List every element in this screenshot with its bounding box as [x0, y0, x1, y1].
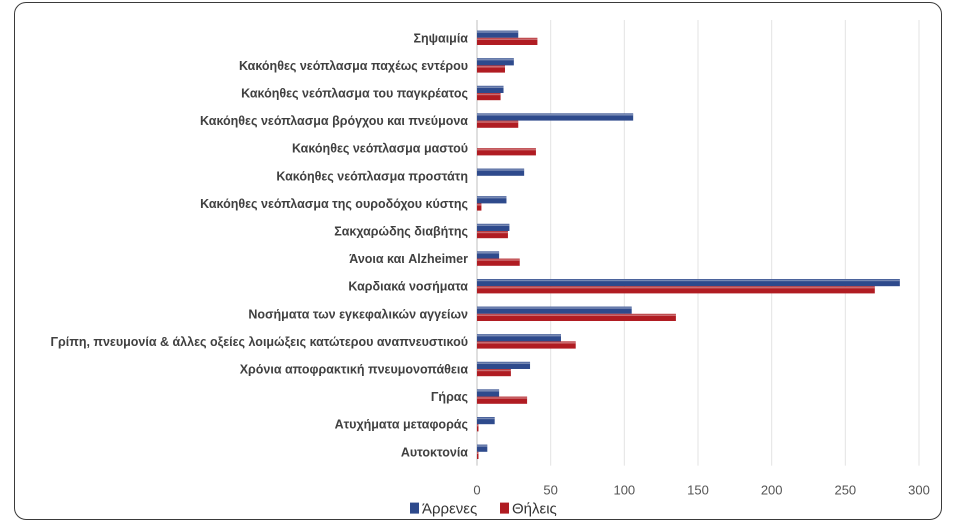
bar-highlight [477, 307, 632, 309]
bar-males [477, 334, 561, 342]
category-label: Αυτοκτονία [401, 445, 468, 459]
bar-females [477, 93, 501, 101]
category-label: Γήρας [431, 390, 468, 404]
category-label: Κακόηθες νεόπλασμα βρόγχου και πνεύμονα [200, 114, 468, 128]
category-label: Κακόηθες νεόπλασμα προστάτη [276, 169, 468, 183]
x-tick-label: 250 [834, 483, 856, 498]
bars [477, 30, 900, 459]
bar-highlight [477, 342, 576, 344]
bar-highlight [477, 279, 900, 282]
bar-males [477, 223, 510, 231]
bar-highlight [477, 231, 508, 234]
x-tick-label: 100 [613, 483, 635, 498]
bar-highlight [477, 38, 538, 40]
grid-lines [476, 20, 920, 466]
bar-males [477, 306, 632, 314]
x-tick-label: 150 [687, 483, 709, 498]
x-tick-label: 0 [473, 483, 480, 498]
bar-males [477, 168, 525, 176]
bar-females [477, 65, 505, 73]
bar-males [477, 58, 514, 66]
x-tick-label: 300 [908, 483, 930, 498]
category-label: Ατυχήματα μεταφοράς [335, 418, 468, 432]
legend-label-males: Άρρενες [422, 501, 477, 518]
category-label: Χρόνια αποφρακτική πνευμονοπάθεια [240, 363, 469, 377]
category-label: Κακόηθες νεόπλασμα του παγκρέατος [241, 87, 468, 101]
bar-males [477, 251, 500, 259]
bar-highlight [477, 93, 501, 96]
bar-females [477, 451, 479, 459]
bar-females [477, 258, 520, 266]
bar-highlight [477, 445, 488, 447]
bar-highlight [477, 252, 500, 254]
x-tick-label: 50 [543, 483, 557, 498]
bar-females [477, 203, 482, 211]
bar-highlight [477, 286, 875, 289]
bar-females [477, 313, 676, 321]
bar-females [477, 148, 536, 156]
category-label: Σακχαρώδης διαβήτης [334, 225, 468, 239]
bar-females [477, 341, 576, 349]
category-label: Κακόηθες νεόπλασμα παχέως εντέρου [239, 59, 468, 73]
bar-highlight [477, 169, 525, 171]
category-labels: Σηψαιμία Κακόηθες νεόπλασμα παχέως εντέρο… [51, 31, 469, 459]
bar-highlight [477, 66, 505, 68]
bar-males [477, 30, 519, 38]
bar-males [477, 361, 531, 369]
bar-highlight [477, 121, 519, 123]
bar-males [477, 113, 634, 121]
bar-females [477, 396, 528, 404]
x-tick-labels: 0 50 100 150 200 250 300 [473, 483, 929, 498]
bar-highlight [477, 224, 510, 226]
category-label: Κακόηθες νεόπλασμα μαστού [292, 142, 468, 156]
legend-swatch-males [410, 502, 419, 514]
category-label: Γρίπη, πνευμονία & άλλες οξείες λοιμώξει… [51, 335, 468, 349]
bar-males [477, 389, 500, 397]
bar-females [477, 369, 511, 377]
x-tick-label: 200 [761, 483, 783, 498]
bar-highlight [477, 114, 634, 116]
bar-highlight [477, 86, 504, 88]
bar-highlight [477, 259, 520, 261]
bar-females [477, 231, 508, 239]
bar-highlight [477, 390, 500, 392]
bar-highlight [477, 31, 519, 33]
bar-highlight [477, 369, 511, 372]
bar-highlight [477, 417, 495, 420]
legend-label-females: Θήλεις [512, 501, 557, 518]
bar-females [477, 37, 538, 45]
bar-females [477, 424, 479, 432]
bar-males [477, 279, 900, 287]
bar-highlight [477, 204, 482, 206]
bar-highlight [477, 314, 676, 316]
legend-swatch-females [500, 502, 509, 514]
category-label: Άνοια και Alzheimer [349, 252, 468, 266]
bar-females [477, 286, 875, 294]
bar-highlight [477, 452, 479, 454]
category-label: Κακόηθες νεόπλασμα της ουροδόχου κύστης [200, 197, 468, 211]
bar-males [477, 196, 507, 204]
bar-highlight [477, 397, 528, 399]
category-label: Νοσήματα των εγκεφαλικών αγγείων [248, 307, 468, 321]
bar-highlight [477, 58, 514, 61]
category-label: Σηψαιμία [413, 31, 468, 45]
bar-females [477, 120, 519, 128]
bar-males [477, 417, 495, 425]
category-label: Καρδιακά νοσήματα [348, 280, 468, 294]
bar-males [477, 444, 488, 452]
bar-highlight [477, 196, 507, 199]
legend: Άρρενες Θήλεις [410, 501, 557, 518]
bar-highlight [477, 148, 536, 151]
bar-highlight [477, 424, 479, 427]
bar-males [477, 85, 504, 93]
bar-highlight [477, 334, 561, 337]
bar-highlight [477, 362, 531, 364]
